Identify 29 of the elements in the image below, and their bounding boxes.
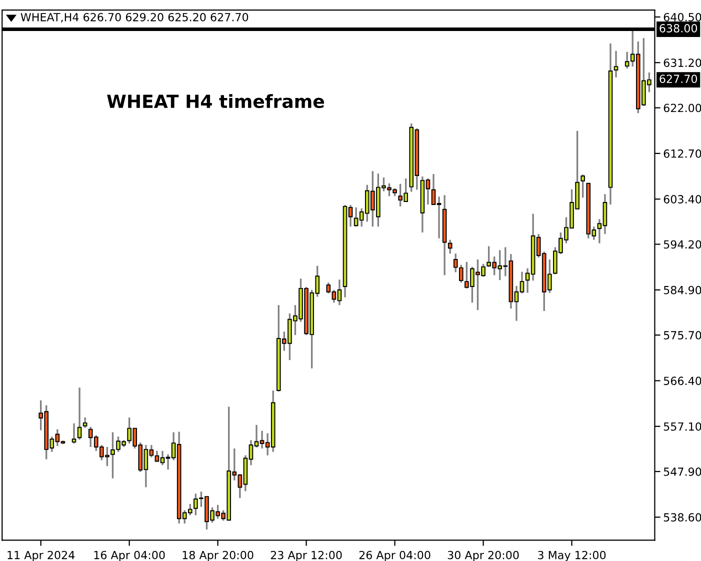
y-tick-label: 538.60 [664,513,701,522]
x-tick-label: 23 Apr 12:00 [270,550,342,561]
x-tick-label: 30 Apr 20:00 [448,550,519,561]
candlestick [580,174,585,198]
x-tick-label: 26 Apr 04:00 [359,550,430,561]
annotation: WHEAT H4 timeframe [107,94,324,108]
y-tick-label: 640.50 [664,12,701,22]
x-tick-label: 16 Apr 04:00 [94,550,165,561]
ref-line-label: 638.00 [660,24,698,32]
y-tick-label: 631.20 [664,58,701,67]
candlestick [614,50,618,78]
text: 627.70 [660,74,698,84]
x-tick-label: 3 May 12:00 [538,550,606,561]
y-tick-label: 575.70 [664,331,701,340]
y-tick-label: 547.90 [664,467,701,476]
x-tick-label: 11 Apr 2024 [8,550,75,561]
y-tick-label: 612.70 [664,149,701,158]
y-tick-label: 557.10 [664,422,701,431]
y-tick-label: 594.20 [664,240,701,249]
y-tick-label: 584.90 [664,286,701,294]
candlestick [82,416,88,429]
candlestick [72,422,76,444]
y-tick-label: 566.40 [664,376,701,386]
candlestick [77,386,82,440]
chart-title: WHEAT,H4 626.70 629.20 625.20 627.70 [20,12,248,22]
y-tick-label: 603.40 [664,195,701,204]
candlestick [448,238,452,254]
y-tick-label: 622.00 [664,104,701,112]
x-tick-label: 18 Apr 20:00 [182,550,254,561]
